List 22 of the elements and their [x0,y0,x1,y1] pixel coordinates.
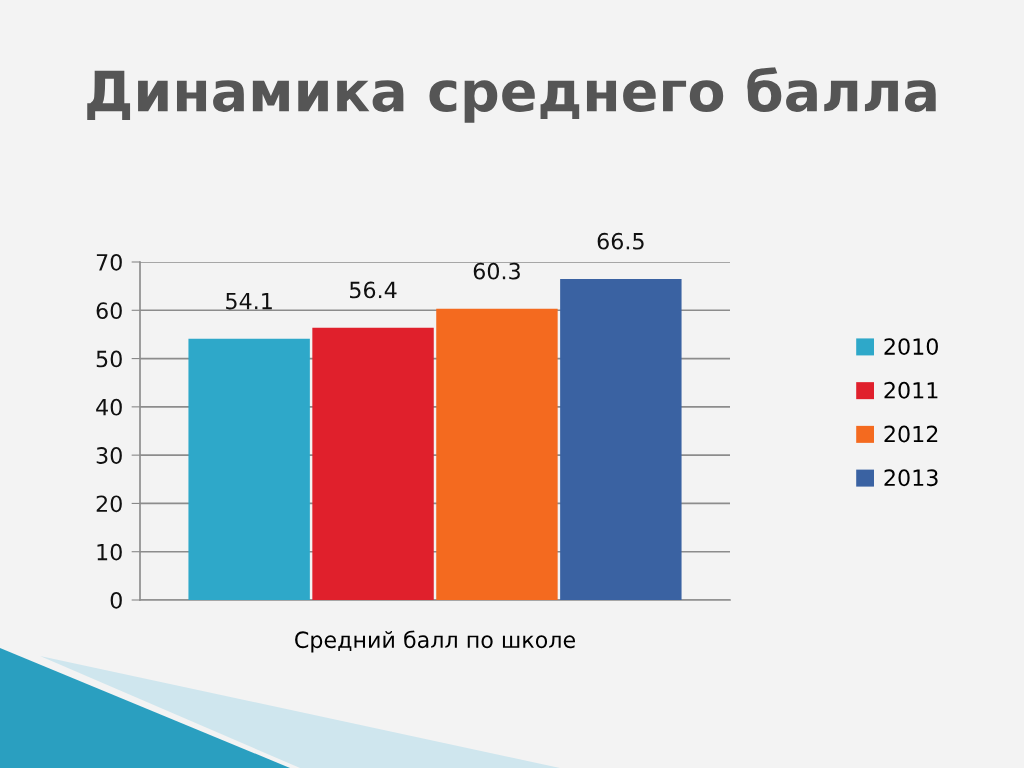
y-tick-label: 30 [96,447,122,464]
legend-label: 2013 [884,469,938,487]
data-label: 66.5 [597,232,644,250]
y-tick-label: 60 [96,302,122,320]
legend-label: 2012 [884,425,938,443]
chart-title: Динамика среднего балла [87,67,936,123]
bar [436,308,558,600]
bar [560,278,682,600]
x-tick-label: Средний балл по школе [295,630,575,653]
y-tick-label: 70 [96,253,122,271]
y-tick-label: 50 [96,350,122,368]
data-label: 54.1 [226,292,272,310]
data-label: 56.4 [350,281,397,299]
y-tick-label: 10 [97,543,122,561]
y-tick-label: 0 [110,591,122,609]
data-label: 60.3 [473,262,520,280]
legend-label: 2010 [884,338,938,355]
y-tick-label: 20 [96,495,122,513]
legend-label: 2011 [884,381,938,399]
y-tick-label: 40 [96,398,122,416]
bar [188,338,310,600]
bar [312,327,434,600]
